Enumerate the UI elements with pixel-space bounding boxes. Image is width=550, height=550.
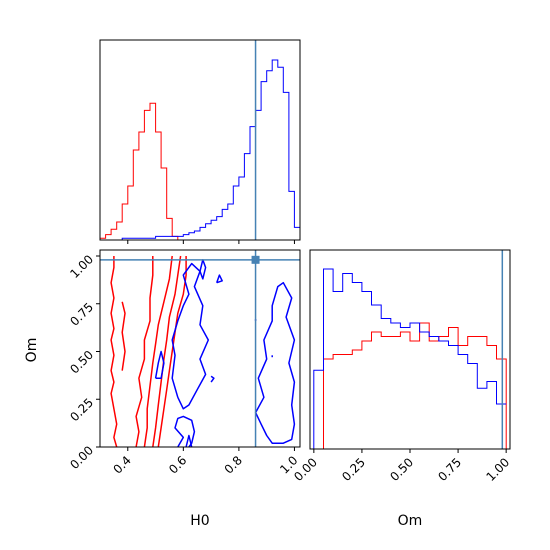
h0-hist-red (99, 102, 179, 240)
contour-blue-2 (154, 350, 165, 379)
contour-red-5 (157, 256, 187, 448)
contour-blue-5 (210, 375, 215, 383)
contour-blue-7 (254, 281, 296, 444)
y-axis-label-om: Om (24, 338, 40, 363)
contour-blue-4 (199, 259, 207, 280)
contour-red-2 (135, 256, 154, 448)
x-axis-label-om: Om (398, 513, 423, 529)
contour-blue-3 (185, 434, 193, 448)
om-hist-blue (313, 268, 507, 449)
joint-frame (99, 249, 301, 448)
contour-red-4 (152, 255, 182, 448)
contour-red-0 (110, 256, 118, 448)
contour-red-3 (143, 255, 173, 448)
om-hist-red (313, 322, 507, 450)
contour-red-1 (121, 301, 126, 371)
contour-blue-6 (215, 274, 223, 284)
h0-histogram-panel (99, 39, 301, 244)
h0-hist-frame (99, 39, 301, 241)
contour-blue-1 (171, 262, 210, 410)
om-histogram-panel: 0.00 0.25 0.50 0.75 1.00 (291, 249, 512, 484)
joint-truth-marker (251, 255, 260, 264)
x-axis-label-h0: H0 (190, 513, 209, 529)
contour-blue-0 (174, 415, 196, 448)
h0-hist-blue (121, 59, 301, 240)
